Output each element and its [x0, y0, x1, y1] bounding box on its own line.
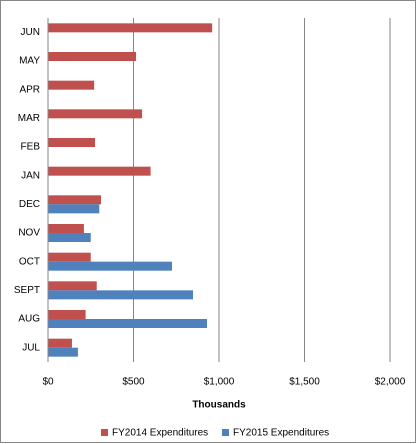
legend-label: FY2014 Expenditures	[112, 428, 208, 439]
x-tick-label: $0	[42, 377, 54, 388]
bar	[48, 52, 137, 61]
y-tick-label: DEC	[19, 199, 40, 210]
y-tick-label: MAY	[19, 56, 40, 67]
y-tick-label: OCT	[19, 256, 40, 267]
y-tick-label: NOV	[18, 228, 40, 239]
legend-label: FY2015 Expenditures	[233, 428, 329, 439]
y-tick-label: JUN	[21, 27, 40, 38]
x-tick-label: $1,000	[204, 377, 235, 388]
bar	[48, 281, 97, 291]
y-tick-label: JAN	[21, 170, 40, 181]
bar	[48, 261, 172, 271]
bar	[48, 347, 78, 357]
bar	[48, 338, 72, 348]
bar	[48, 204, 100, 214]
bar	[48, 224, 84, 233]
x-tick-label: $2,000	[375, 377, 406, 388]
y-tick-label: MAR	[18, 113, 40, 124]
bar	[48, 23, 213, 33]
y-tick-label: FEB	[21, 142, 41, 153]
bar	[48, 195, 102, 205]
bar	[48, 166, 151, 176]
bar	[48, 290, 194, 300]
y-tick-label: JUL	[22, 342, 40, 353]
bar	[48, 233, 91, 242]
bar	[48, 109, 143, 119]
bar	[48, 138, 96, 147]
bar	[48, 80, 95, 90]
legend-swatch	[101, 429, 108, 436]
legend-swatch	[222, 429, 229, 436]
x-tick-label: $500	[122, 377, 145, 388]
bar	[48, 252, 91, 262]
x-axis-label: Thousands	[192, 400, 246, 411]
bar	[48, 310, 86, 319]
y-tick-label: APR	[19, 84, 40, 95]
y-tick-label: AUG	[18, 314, 40, 325]
x-tick-label: $1,500	[289, 377, 320, 388]
bar	[48, 319, 208, 328]
y-tick-label: SEPT	[14, 285, 40, 296]
